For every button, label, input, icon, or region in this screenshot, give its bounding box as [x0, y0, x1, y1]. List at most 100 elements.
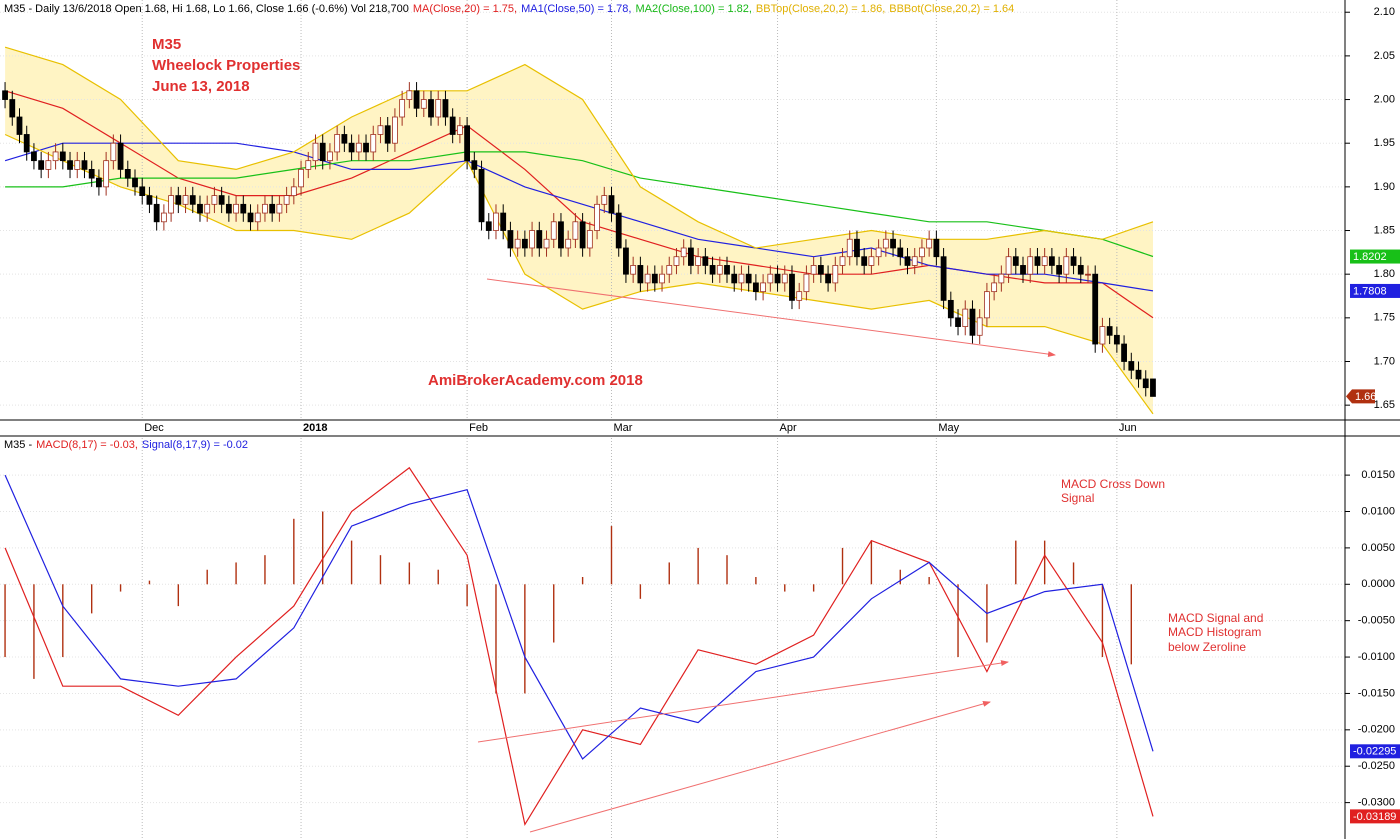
header-segment: MA(Close,20) = 1.75, — [413, 3, 517, 15]
y-tick-label: 1.95 — [1374, 137, 1395, 149]
candle-body — [456, 125, 463, 135]
candle-body — [1113, 334, 1120, 345]
candle-body — [572, 221, 579, 240]
candle-body — [59, 151, 66, 162]
candle-body — [882, 238, 889, 249]
candle-body — [269, 203, 276, 214]
candle-body — [846, 238, 853, 258]
candle-body — [976, 317, 983, 336]
candle-body — [96, 177, 102, 188]
y-tick-label: 1.65 — [1374, 399, 1395, 411]
header-segment: MACD(8,17) = -0.03, — [36, 439, 138, 451]
value-tag — [1350, 283, 1400, 298]
value-tag-label: -0.03189 — [1353, 811, 1396, 823]
candle-body — [1056, 265, 1063, 275]
candle-body — [449, 116, 456, 135]
candle-body — [688, 247, 694, 266]
candle-body — [413, 90, 420, 109]
header-segment: M35 - Daily 13/6/2018 Open 1.68, Hi 1.68… — [4, 3, 409, 15]
annotation: M35 — [152, 36, 181, 53]
annotation: MACD Cross Down — [1061, 477, 1165, 491]
trend-arrow — [477, 660, 1009, 743]
candle-body — [839, 256, 846, 266]
candle-body — [825, 273, 831, 284]
candle-body — [911, 256, 918, 266]
candle-body — [247, 212, 254, 223]
candle-body — [933, 238, 940, 258]
candle-body — [478, 168, 485, 223]
y-tick-label: -0.0250 — [1358, 760, 1395, 772]
candle-body — [182, 195, 189, 205]
candle-body — [1048, 256, 1055, 266]
candle-body — [175, 195, 182, 205]
candle-body — [139, 186, 146, 196]
candle-body — [1106, 326, 1113, 336]
price-tag — [1346, 389, 1375, 404]
indicator-line — [5, 151, 1154, 258]
candle-body — [550, 221, 557, 240]
candle-body — [500, 212, 507, 231]
candle-body — [276, 203, 283, 214]
header-segment: Signal(8,17,9) = -0.02 — [142, 439, 248, 451]
candle-body — [117, 142, 124, 170]
candle-body — [240, 203, 247, 214]
candle-body — [1005, 256, 1012, 275]
candle-body — [716, 265, 723, 275]
candle-body — [919, 247, 925, 258]
candle-body — [1012, 256, 1019, 266]
candle-body — [875, 247, 882, 258]
candle-body — [283, 195, 290, 205]
value-tag — [1350, 809, 1400, 824]
y-tick-label: 0.0150 — [1361, 469, 1395, 481]
candle-body — [695, 256, 702, 266]
candle-body — [1092, 273, 1099, 345]
candle-body — [1077, 265, 1084, 275]
candle-body — [745, 273, 752, 284]
y-tick-label: -0.0300 — [1358, 797, 1395, 809]
trend-arrow — [486, 278, 1056, 358]
candle-body — [651, 273, 658, 284]
candle-body — [630, 265, 637, 275]
annotation: AmiBrokerAcademy.com 2018 — [428, 372, 643, 389]
candle-body — [31, 151, 37, 162]
candle-body — [146, 195, 153, 205]
x-tick-label: May — [938, 422, 959, 434]
y-tick-label: -0.0050 — [1358, 615, 1395, 627]
candle-body — [514, 238, 521, 249]
candle-body — [464, 125, 471, 162]
candle-body — [659, 273, 665, 284]
indicator-line — [4, 142, 1154, 292]
candle-body — [1128, 361, 1135, 371]
candle-body — [485, 221, 492, 231]
value-tag — [1350, 744, 1400, 759]
candle-body — [341, 134, 348, 144]
candle-body — [926, 238, 933, 249]
candle-body — [103, 160, 110, 188]
candle-body — [615, 212, 622, 249]
candle-body — [392, 116, 398, 144]
candle-body — [298, 168, 304, 188]
candle-body — [637, 265, 644, 284]
candle-body — [854, 238, 860, 258]
x-tick-label: Dec — [144, 422, 164, 434]
candle-body — [160, 212, 167, 223]
candle-body — [969, 308, 976, 336]
indicator-line — [4, 466, 1154, 826]
candle-body — [262, 203, 268, 214]
annotation: June 13, 2018 — [152, 78, 250, 95]
candle-body — [1150, 378, 1156, 397]
candle-body — [334, 134, 341, 153]
y-tick-label: 1.90 — [1374, 181, 1395, 193]
candle-body — [1020, 265, 1026, 275]
candle-body — [543, 238, 550, 249]
candle-body — [1027, 256, 1034, 275]
candle-body — [45, 160, 52, 170]
y-tick-label: 0.0050 — [1361, 542, 1395, 554]
candle-body — [789, 273, 795, 301]
y-tick-label: 2.00 — [1374, 93, 1395, 105]
x-tick-label: Jun — [1119, 422, 1137, 434]
candle-body — [579, 221, 586, 249]
candle-body — [947, 299, 954, 319]
trend-arrow — [529, 701, 991, 833]
